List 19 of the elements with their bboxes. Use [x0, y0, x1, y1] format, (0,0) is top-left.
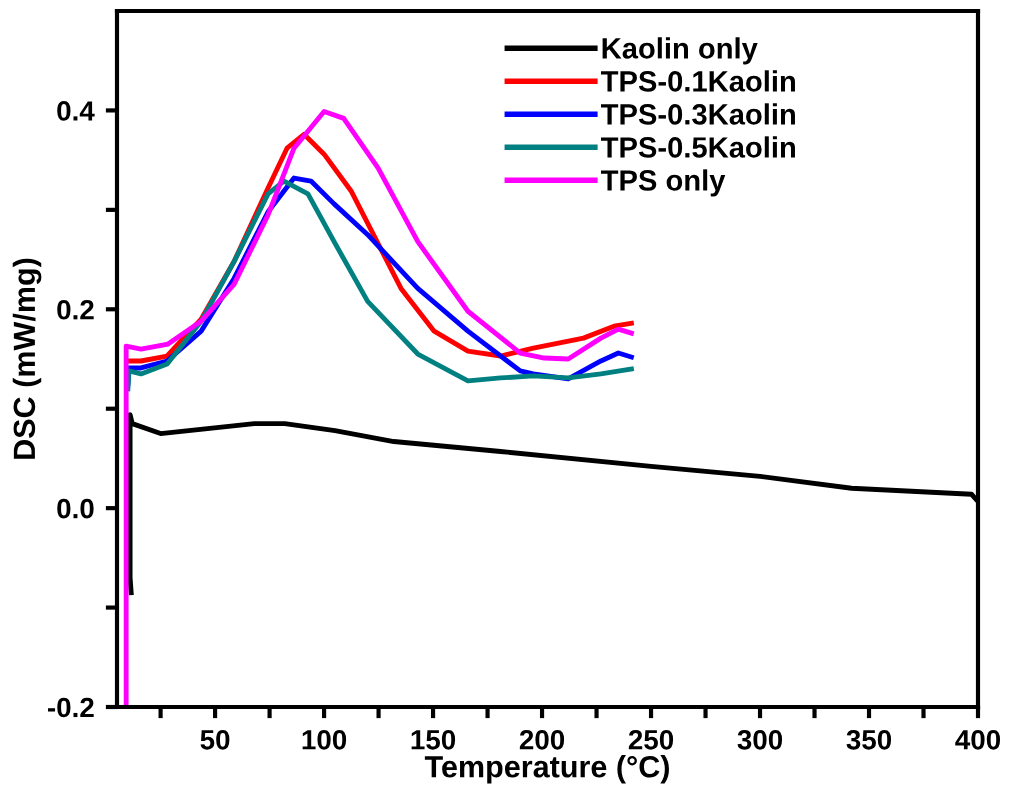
- legend-label: TPS-0.3Kaolin: [601, 103, 795, 125]
- y-axis-title: DSC (mW/mg): [12, 258, 42, 459]
- y-tick-label: 0.2: [57, 299, 94, 320]
- x-tick-label: 200: [519, 729, 565, 750]
- legend-label: TPS only: [601, 169, 726, 197]
- legend-label: TPS-0.5Kaolin: [601, 136, 795, 158]
- x-tick-label: 250: [628, 729, 674, 750]
- x-tick-label: 50: [200, 729, 230, 750]
- y-tick-label: 0.0: [57, 498, 94, 519]
- legend-label: Kaolin only: [602, 37, 758, 65]
- x-tick-label: 150: [411, 729, 456, 750]
- x-tick-label: 100: [302, 729, 347, 750]
- legend-label: TPS-0.1Kaolin: [601, 70, 795, 92]
- y-tick-label: 0.4: [57, 101, 95, 121]
- x-tick-label: 350: [846, 729, 892, 750]
- x-tick-label: 400: [955, 729, 1001, 750]
- x-axis-title: Temperature (°C): [424, 755, 669, 784]
- y-tick-label: -0.2: [48, 697, 94, 718]
- x-tick-label: 300: [737, 729, 783, 750]
